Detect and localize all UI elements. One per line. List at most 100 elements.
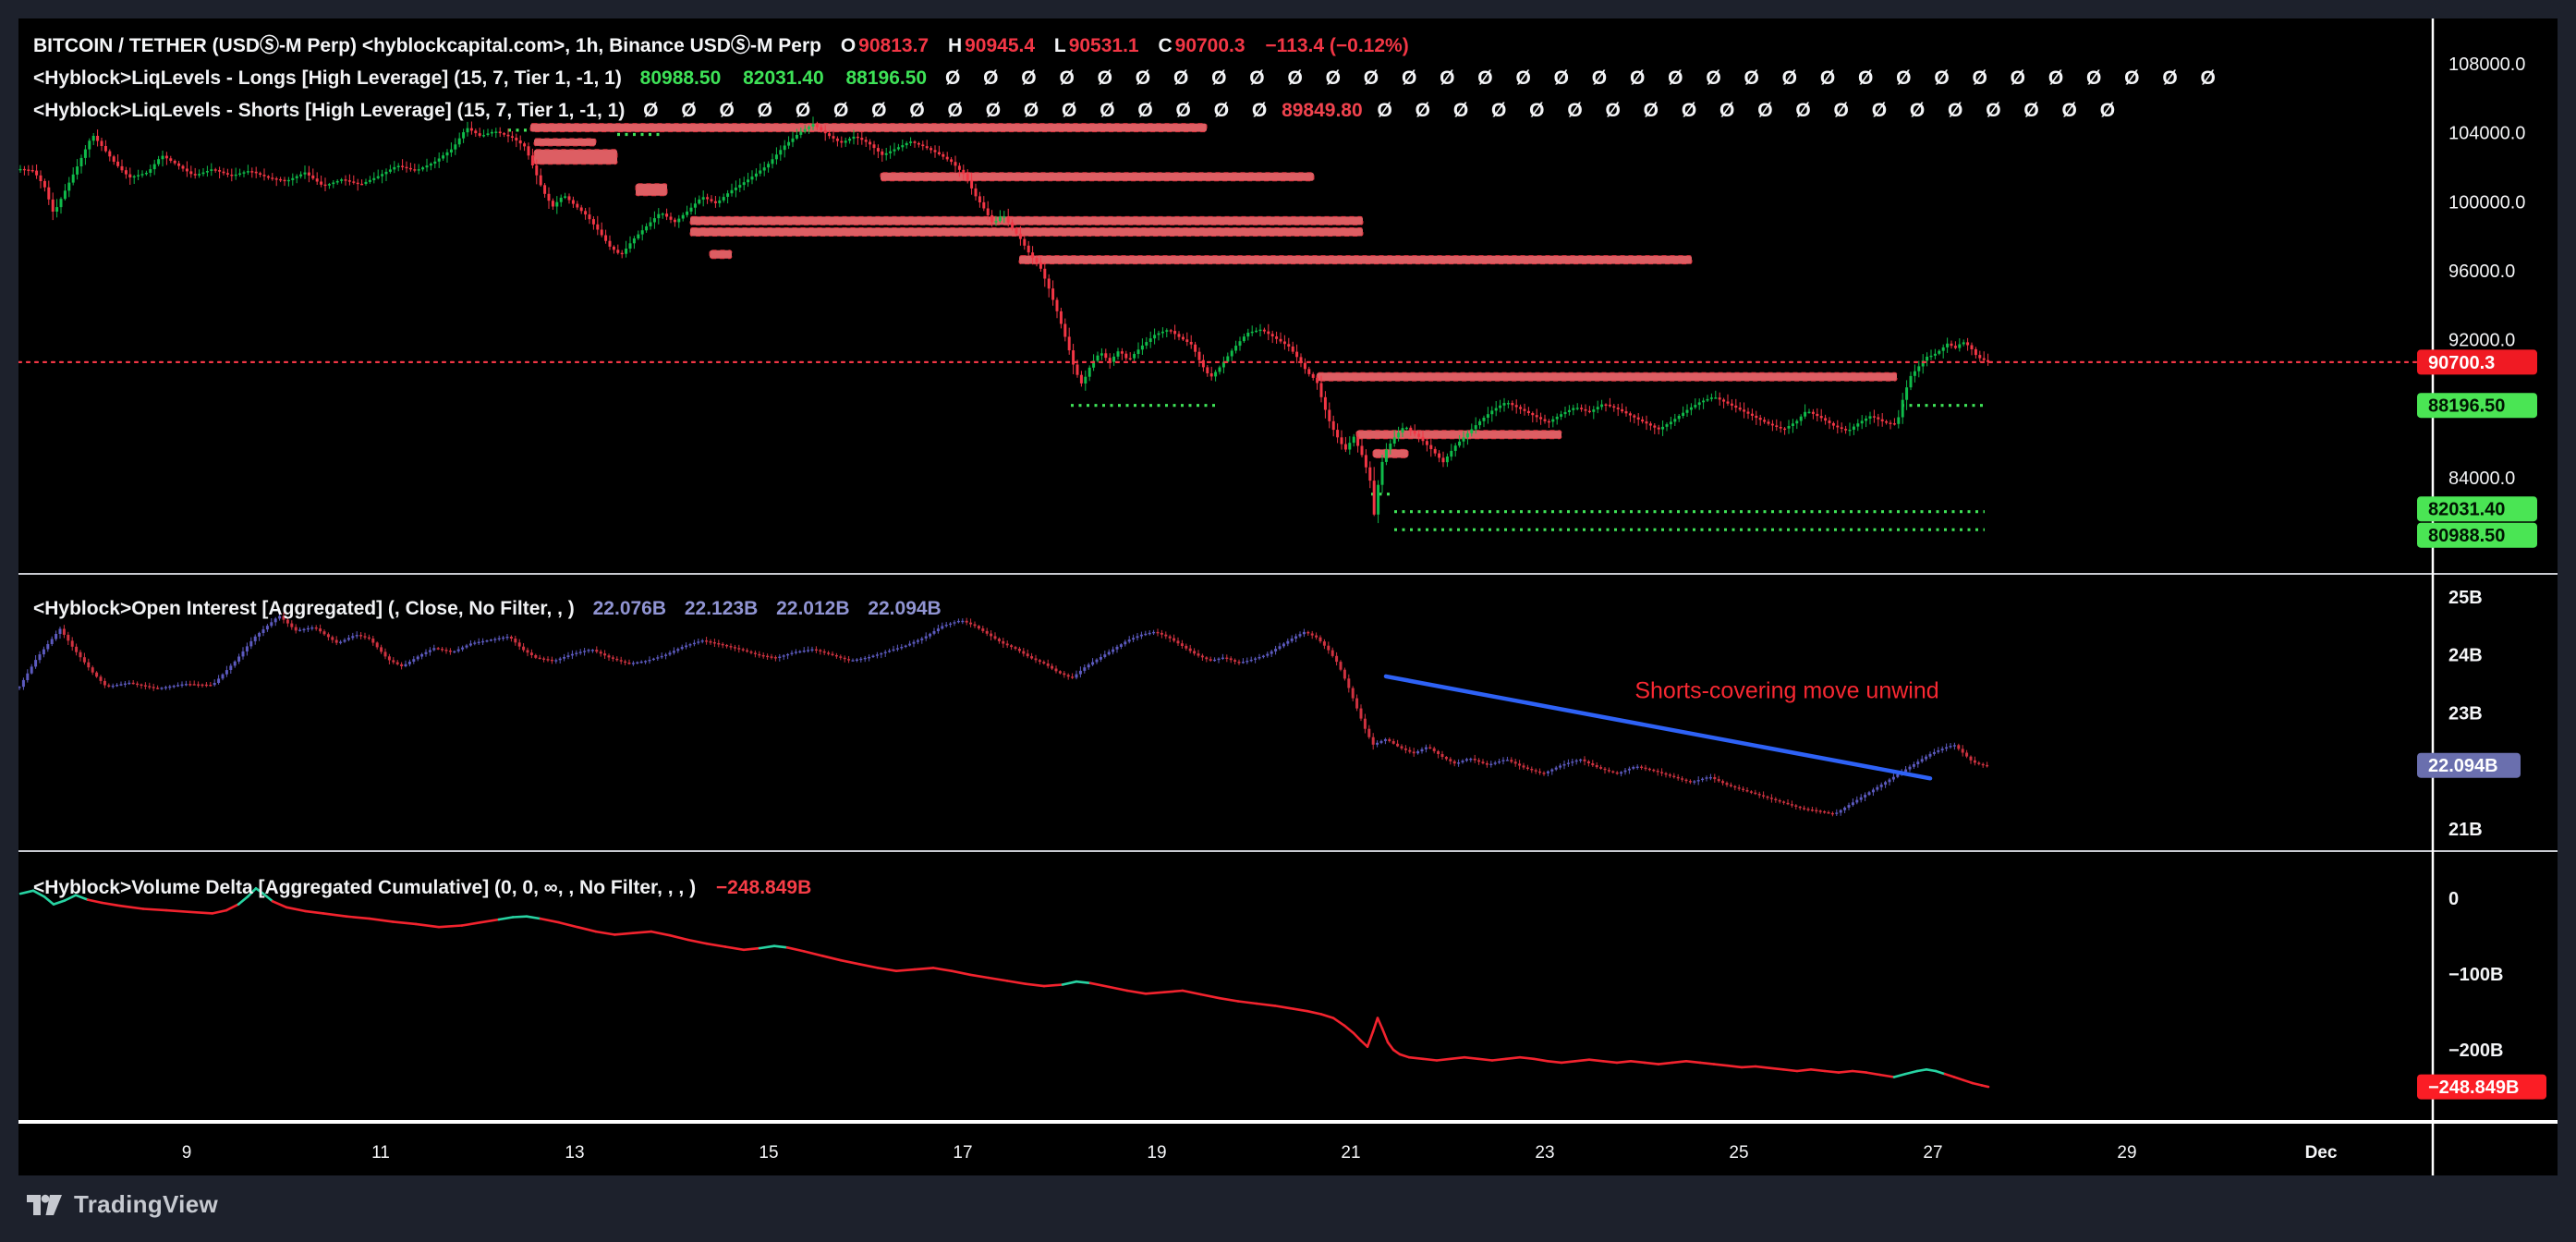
price-candle-body (747, 179, 750, 183)
volume-delta-segment (1587, 1058, 1605, 1063)
time-axis-label-25[interactable]: 25 (1729, 1143, 1748, 1163)
symbol-title[interactable]: BITCOIN / TETHER (USDⓈ-M Perp) <hyblockc… (33, 35, 821, 56)
liquidation-bar-0[interactable] (529, 123, 1208, 133)
time-axis-label-17[interactable]: 17 (953, 1143, 972, 1163)
liquidation-bar-1[interactable] (533, 138, 597, 147)
price-candle-body (823, 129, 827, 134)
volume-delta-segment (594, 930, 616, 936)
liquidation-bar-3[interactable] (635, 183, 668, 197)
volume-delta-segment (52, 899, 67, 906)
oi-trendline[interactable] (1383, 674, 1933, 781)
chart-area[interactable]: 108000.0 104000.0 100000.0 96000.0 92000.0 84… (18, 18, 2558, 1175)
oi-candle-body (192, 684, 196, 686)
vd-axis-label[interactable]: −100B (2448, 965, 2504, 985)
time-axis-label-Dec[interactable]: Dec (2305, 1143, 2338, 1163)
price-candle-body (1978, 355, 1982, 359)
price-axis-label[interactable]: 96000.0 (2448, 262, 2515, 282)
price-axis-label[interactable]: 108000.0 (2448, 55, 2525, 75)
price-candle-body (27, 169, 30, 171)
price-candle-body (889, 151, 893, 153)
price-candle-body (254, 171, 258, 174)
oi-axis-label[interactable]: 21B (2448, 820, 2483, 840)
time-axis-label-9[interactable]: 9 (182, 1143, 192, 1163)
price-candle-body (274, 178, 278, 180)
vd-axis-label[interactable]: 0 (2448, 889, 2459, 909)
liquidation-bar-4[interactable] (880, 172, 1315, 182)
vd-axis-label[interactable]: −200B (2448, 1041, 2504, 1061)
oi-candle-body (213, 683, 216, 686)
price-candle-body (1730, 403, 1733, 406)
oi-candle-body (1745, 790, 1749, 792)
time-axis-label-23[interactable]: 23 (1535, 1143, 1554, 1163)
price-candle-body (905, 142, 908, 146)
price-axis-label[interactable]: 100000.0 (2448, 192, 2525, 213)
oi-candle-body (1774, 798, 1778, 800)
price-candle-body (1088, 367, 1091, 377)
volume-delta-segment (1386, 1041, 1395, 1052)
price-candle-body (1563, 411, 1567, 415)
liquidation-bar-8[interactable] (1018, 255, 1693, 265)
liquidation-bar-10[interactable] (1355, 430, 1562, 440)
shorts-covering-annotation[interactable]: Shorts-covering move unwind (1634, 677, 1939, 704)
price-candle-body (413, 169, 417, 171)
liquidation-bar-2[interactable] (533, 149, 618, 165)
oi-candle-body (1245, 661, 1249, 663)
oi-candle-body (339, 641, 343, 643)
price-candle-body (588, 214, 591, 220)
chart-canvas[interactable]: 108000.0 104000.0 100000.0 96000.0 92000.0 84… (18, 18, 2558, 1175)
oi-candle-body (851, 660, 855, 662)
volume-delta-segment (1865, 1071, 1882, 1077)
liquidation-bar-9[interactable] (1316, 371, 1898, 382)
oi-candle-body (485, 640, 489, 642)
oi-candle-body (570, 653, 574, 656)
time-axis-label-29[interactable]: 29 (2117, 1143, 2136, 1163)
open-interest-title[interactable]: <Hyblock>Open Interest [Aggregated] (, C… (33, 598, 575, 619)
price-candle-body (1072, 350, 1075, 365)
oi-candle-body (1525, 767, 1529, 769)
price-axis-label[interactable]: 104000.0 (2448, 124, 2525, 144)
oi-candle-body (58, 628, 62, 634)
time-axis-label-13[interactable]: 13 (565, 1143, 584, 1163)
price-candle-body (210, 169, 213, 171)
volume-delta-title[interactable]: <Hyblock>Volume Delta [Aggregated Cumula… (33, 877, 697, 898)
oi-candle-body (253, 636, 257, 641)
oi-candle-body (672, 651, 675, 653)
oi-candle-body (924, 636, 928, 639)
liquidation-bar-6[interactable] (689, 227, 1364, 237)
time-axis-label-21[interactable]: 21 (1341, 1143, 1360, 1163)
oi-candle-body (1823, 811, 1827, 813)
liqlevels-shorts-title[interactable]: <Hyblock>LiqLevels - Shorts [High Levera… (33, 100, 626, 121)
time-axis-label-15[interactable]: 15 (759, 1143, 778, 1163)
price-candle-body (140, 174, 144, 176)
price-candle-body (1173, 331, 1177, 335)
price-axis-label[interactable]: 84000.0 (2448, 469, 2515, 489)
oi-candle-body (1030, 656, 1034, 659)
oi-axis-label[interactable]: 23B (2448, 703, 2483, 724)
oi-candle-body (782, 655, 785, 657)
oi-candle-body (1180, 643, 1184, 646)
time-axis-label-11[interactable]: 11 (371, 1143, 390, 1163)
oi-candle-body (810, 649, 814, 651)
oi-candle-body (286, 619, 289, 624)
oi-axis-label[interactable]: 24B (2448, 646, 2483, 666)
liquidation-bar-7[interactable] (709, 250, 733, 260)
price-candle-body (579, 207, 583, 212)
volume-delta-segment (1754, 1065, 1771, 1069)
time-axis-label-27[interactable]: 27 (1923, 1143, 1942, 1163)
time-axis-label-19[interactable]: 19 (1147, 1143, 1166, 1163)
volume-delta-segment (1331, 1017, 1346, 1028)
price-candle-body (1356, 436, 1360, 446)
price-candle-body (198, 174, 201, 176)
oi-axis-label[interactable]: 25B (2448, 588, 2483, 608)
price-candle-body (299, 174, 303, 177)
price-candle-body (283, 179, 286, 182)
tradingview-logo-text: TradingView (74, 1190, 218, 1218)
oi-candle-body (334, 639, 338, 643)
price-axis-label[interactable]: 92000.0 (2448, 331, 2515, 351)
price-candle-body (218, 170, 222, 172)
oi-candle-body (1412, 751, 1416, 754)
oi-candle-body (87, 662, 91, 668)
tradingview-watermark[interactable]: TradingView (26, 1190, 218, 1219)
liquidation-bar-5[interactable] (689, 215, 1364, 225)
liqlevels-longs-title[interactable]: <Hyblock>LiqLevels - Longs [High Leverag… (33, 67, 622, 89)
